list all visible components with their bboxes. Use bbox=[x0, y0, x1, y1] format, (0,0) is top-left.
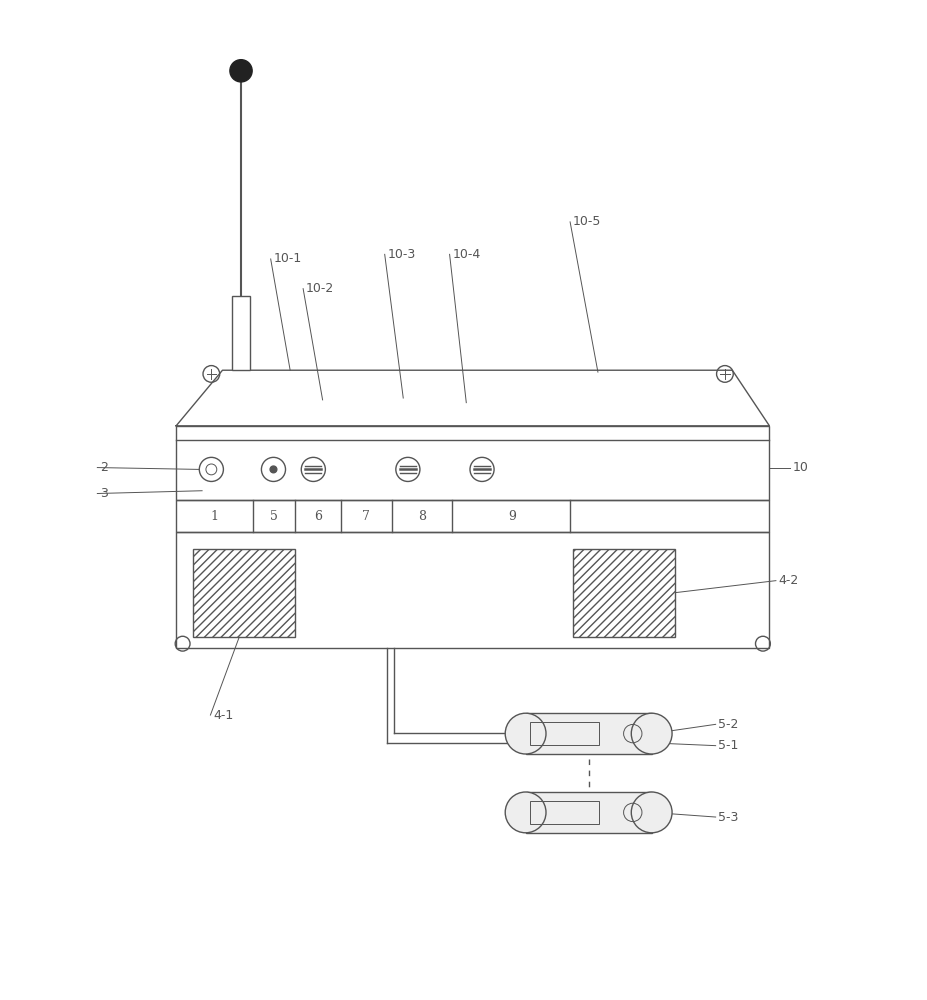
Text: 5-3: 5-3 bbox=[718, 811, 739, 824]
Text: 10-1: 10-1 bbox=[273, 252, 301, 265]
Bar bbox=[529, 722, 599, 745]
Bar bbox=[232, 296, 250, 370]
Text: 6: 6 bbox=[314, 510, 322, 523]
Bar bbox=[193, 549, 295, 637]
Text: 1: 1 bbox=[210, 510, 218, 523]
Text: 10-4: 10-4 bbox=[452, 248, 480, 261]
Text: 5-1: 5-1 bbox=[718, 739, 739, 752]
Circle shape bbox=[505, 713, 546, 754]
Bar bbox=[176, 500, 769, 532]
Bar bbox=[526, 713, 652, 754]
Bar bbox=[176, 426, 769, 500]
Text: 4-2: 4-2 bbox=[779, 574, 799, 587]
Text: 5-2: 5-2 bbox=[718, 718, 739, 731]
Bar bbox=[526, 792, 652, 833]
Circle shape bbox=[631, 713, 672, 754]
Circle shape bbox=[631, 792, 672, 833]
Bar bbox=[176, 532, 769, 648]
Text: 8: 8 bbox=[418, 510, 425, 523]
Circle shape bbox=[270, 466, 277, 473]
Text: 10-2: 10-2 bbox=[306, 282, 334, 295]
Bar bbox=[529, 801, 599, 824]
Circle shape bbox=[505, 792, 546, 833]
Text: 10-3: 10-3 bbox=[387, 248, 415, 261]
Text: 9: 9 bbox=[508, 510, 515, 523]
Text: 3: 3 bbox=[100, 487, 108, 500]
Bar bbox=[573, 549, 675, 637]
Circle shape bbox=[230, 60, 252, 82]
Text: 4-1: 4-1 bbox=[213, 709, 234, 722]
Text: 7: 7 bbox=[362, 510, 370, 523]
Text: 10: 10 bbox=[793, 461, 808, 474]
Text: 5: 5 bbox=[270, 510, 277, 523]
Text: 10-5: 10-5 bbox=[573, 215, 602, 228]
Text: 2: 2 bbox=[100, 461, 108, 474]
